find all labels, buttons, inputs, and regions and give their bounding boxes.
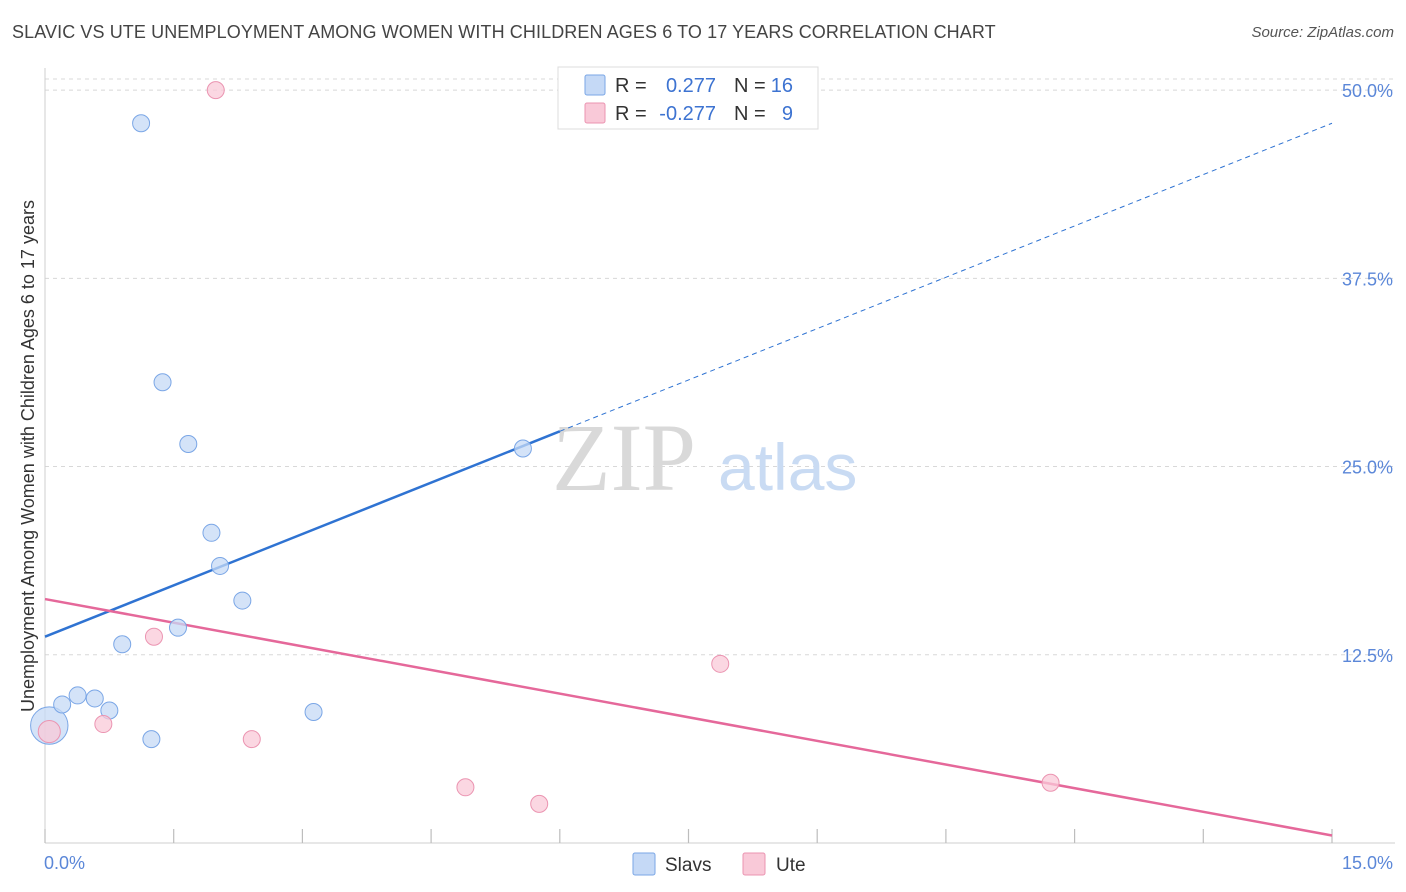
point-ute <box>1041 773 1060 792</box>
watermark-zip: ZIP <box>552 404 696 511</box>
point-ute <box>37 720 61 744</box>
point-slavs <box>142 730 161 749</box>
bottom-legend-ute-swatch <box>742 852 766 876</box>
point-slavs <box>168 618 187 637</box>
x-tick-label: 15.0% <box>1342 853 1393 873</box>
slavs-legend-swatch <box>584 74 606 96</box>
point-ute <box>242 730 261 749</box>
axes <box>44 68 1395 844</box>
point-ute <box>456 778 475 797</box>
point-slavs <box>513 439 532 458</box>
point-ute <box>711 654 730 673</box>
point-ute <box>94 715 113 734</box>
point-ute <box>530 794 549 813</box>
bottom-legend-ute-label: Ute <box>776 855 806 876</box>
trend-line-slavs <box>44 430 561 638</box>
source-label: Source: ZipAtlas.com <box>1251 24 1394 41</box>
point-slavs <box>132 114 151 133</box>
tick-labels: 12.5% 25.0% 37.5% 50.0% 0.0% 15.0% <box>44 81 1393 873</box>
slavs-n-value: 16 <box>771 75 793 97</box>
slavs-r-value: 0.277 <box>666 75 716 97</box>
point-slavs <box>85 689 104 708</box>
slavs-r-label: R = <box>615 75 647 97</box>
point-ute <box>144 627 163 646</box>
ute-n-value: 9 <box>782 103 793 125</box>
data-points <box>30 81 1060 813</box>
top-legend: R = 0.277 N = 16 R = -0.277 N = 9 <box>557 66 819 130</box>
watermark-atlas: atlas <box>718 430 857 504</box>
chart-title: SLAVIC VS UTE UNEMPLOYMENT AMONG WOMEN W… <box>12 22 996 42</box>
point-slavs <box>202 523 221 542</box>
point-slavs <box>179 434 198 453</box>
trend-lines <box>44 122 1333 837</box>
y-axis-label: Unemployment Among Women with Children A… <box>18 200 38 712</box>
ute-legend-swatch <box>584 102 606 124</box>
point-slavs <box>113 635 132 654</box>
slavs-n-label: N = <box>734 75 766 97</box>
bottom-legend-slavs-label: Slavs <box>665 855 711 876</box>
point-slavs <box>304 702 323 721</box>
ute-n-label: N = <box>734 103 766 125</box>
x-tick-label: 0.0% <box>44 853 85 873</box>
ute-r-label: R = <box>615 103 647 125</box>
y-tick-label: 25.0% <box>1342 458 1393 478</box>
point-slavs <box>153 373 172 392</box>
ute-r-value: -0.277 <box>659 103 716 125</box>
bottom-legend: Slavs Ute <box>632 852 806 876</box>
point-slavs <box>53 695 72 714</box>
trend-line-ute <box>44 597 1333 837</box>
point-slavs <box>233 591 252 610</box>
y-tick-label: 50.0% <box>1342 81 1393 101</box>
y-tick-label: 12.5% <box>1342 646 1393 666</box>
trend-line-extension-slavs <box>559 122 1333 432</box>
point-ute <box>206 81 225 100</box>
bottom-legend-slavs-swatch <box>632 852 656 876</box>
point-slavs <box>68 686 87 705</box>
point-slavs <box>211 556 230 575</box>
y-tick-label: 37.5% <box>1342 269 1393 289</box>
